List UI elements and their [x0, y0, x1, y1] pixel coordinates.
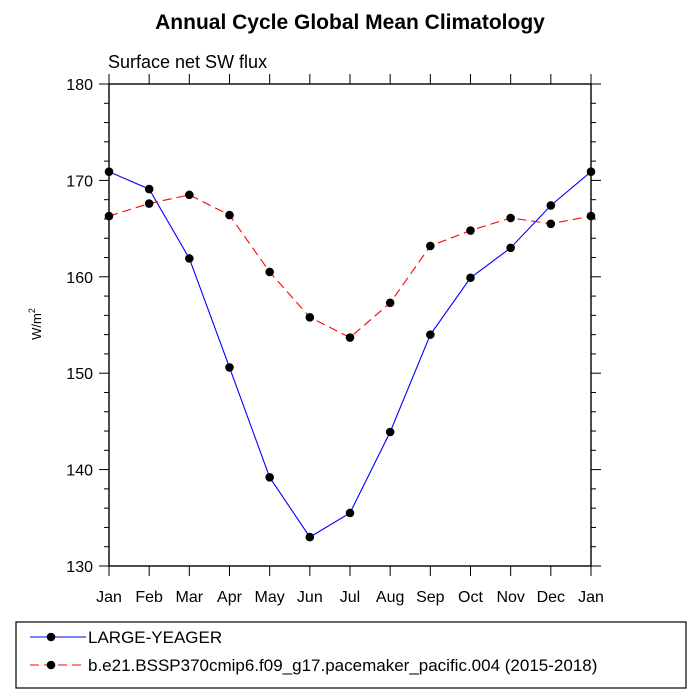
- y-tick-label: 170: [66, 173, 93, 190]
- plot-area-frame: [108, 83, 592, 567]
- series-1-point: [185, 254, 194, 263]
- series-line-2: [108, 194, 592, 339]
- series-1-point: [506, 243, 515, 253]
- series-1-point: [586, 167, 596, 177]
- x-tick-label: Feb: [135, 589, 163, 606]
- y-axis-label: W/m2: [27, 308, 44, 340]
- series-line-1: [108, 171, 592, 538]
- y-tick-label: 130: [66, 559, 93, 576]
- series-2-point: [546, 219, 556, 229]
- series-2-point: [466, 226, 475, 235]
- svg-text:W/m2: W/m2: [27, 308, 44, 340]
- x-tick-label: Sep: [416, 589, 445, 606]
- x-tick-label: Jul: [340, 589, 360, 606]
- series-1-point: [426, 330, 435, 339]
- y-tick-label: 140: [66, 463, 93, 480]
- chart-subtitle: Surface net SW flux: [108, 52, 267, 72]
- legend-marker-2: [46, 660, 56, 670]
- y-axis-label-text: W/m: [29, 313, 44, 340]
- series-1-point: [466, 273, 475, 283]
- series-2-point: [144, 199, 154, 208]
- y-tick-label: 160: [66, 270, 93, 287]
- x-tick-label: Jan: [96, 589, 122, 606]
- chart-title: Annual Cycle Global Mean Climatology: [155, 11, 545, 34]
- axis-tick-labels: 130 140 150 160 170 180 Jan Feb Mar Apr May Jun Jul A…: [66, 77, 604, 606]
- series-1-point: [305, 532, 315, 542]
- series-1-point: [104, 167, 114, 177]
- series-2-point: [225, 210, 234, 220]
- series-2-point: [426, 241, 435, 251]
- legend-label-2: b.e21.BSSP370cmip6.f09_g17.pacemaker_pac…: [88, 656, 597, 675]
- series-1-point: [225, 363, 234, 372]
- series-1-point: [144, 184, 154, 194]
- x-tick-label: Mar: [176, 589, 204, 606]
- x-tick-label: Jun: [297, 589, 323, 606]
- x-tick-label: Aug: [376, 589, 404, 606]
- legend-marker-1: [46, 632, 56, 642]
- x-tick-label: Nov: [496, 589, 524, 606]
- series-2-point: [305, 312, 315, 322]
- series-2-point: [185, 190, 194, 200]
- y-tick-label: 150: [66, 366, 93, 383]
- series-2-point: [104, 211, 114, 221]
- series-1-point: [265, 473, 274, 482]
- series-1-point: [546, 201, 556, 210]
- x-tick-label: Jan: [578, 589, 604, 606]
- series-layer: [104, 167, 596, 542]
- series-2-point: [385, 298, 395, 308]
- x-tick-label: Dec: [537, 589, 565, 606]
- x-tick-label: Oct: [458, 589, 483, 606]
- series-1-point: [385, 427, 395, 437]
- legend-label-1: LARGE-YEAGER: [88, 628, 222, 647]
- x-tick-label: May: [255, 589, 285, 606]
- axis-ticks: [99, 74, 601, 576]
- legend: LARGE-YEAGER b.e21.BSSP370cmip6.f09_g17.p…: [30, 628, 597, 675]
- series-2-point: [265, 267, 274, 277]
- x-tick-label: Apr: [217, 589, 243, 606]
- y-tick-label: 180: [66, 77, 93, 94]
- y-axis-label-superscript: 2: [27, 308, 37, 313]
- series-2-point: [345, 333, 355, 342]
- series-2-point: [506, 213, 515, 223]
- series-1-point: [345, 508, 355, 518]
- legend-box: [15, 621, 687, 689]
- series-2-point: [586, 211, 596, 221]
